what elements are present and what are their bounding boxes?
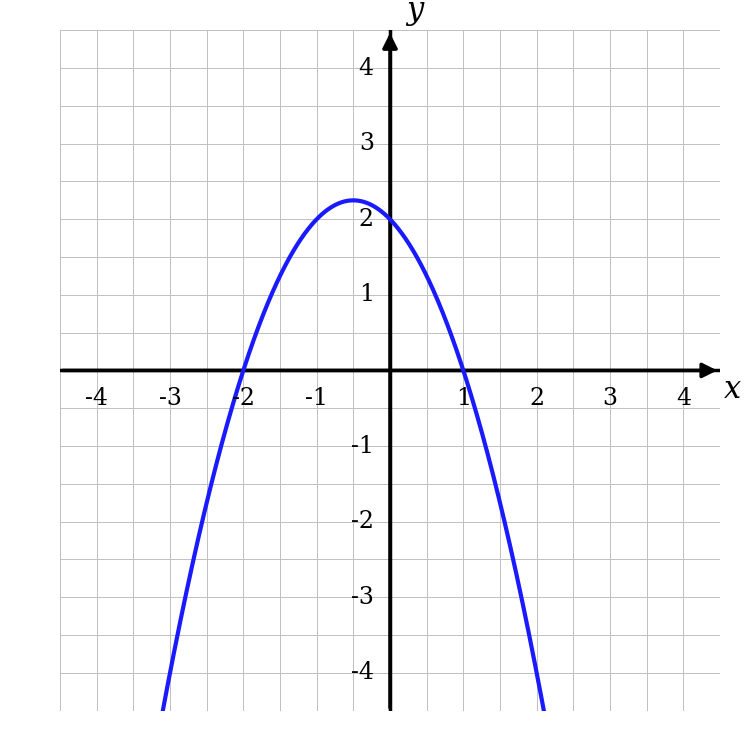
Text: 4: 4: [358, 57, 374, 79]
Text: -4: -4: [351, 662, 374, 684]
Text: -3: -3: [351, 586, 374, 609]
Text: -1: -1: [305, 387, 328, 410]
Text: -3: -3: [158, 387, 182, 410]
Text: x: x: [724, 373, 741, 405]
Text: 1: 1: [358, 284, 374, 306]
Text: 3: 3: [602, 387, 617, 410]
Text: 2: 2: [358, 208, 374, 231]
Text: 2: 2: [529, 387, 544, 410]
Text: -2: -2: [351, 510, 374, 533]
Text: -4: -4: [86, 387, 108, 410]
Text: 4: 4: [676, 387, 691, 410]
Text: -1: -1: [351, 435, 374, 457]
Text: 3: 3: [358, 132, 374, 155]
Text: y: y: [406, 0, 424, 26]
Text: -2: -2: [232, 387, 255, 410]
Text: 1: 1: [456, 387, 471, 410]
